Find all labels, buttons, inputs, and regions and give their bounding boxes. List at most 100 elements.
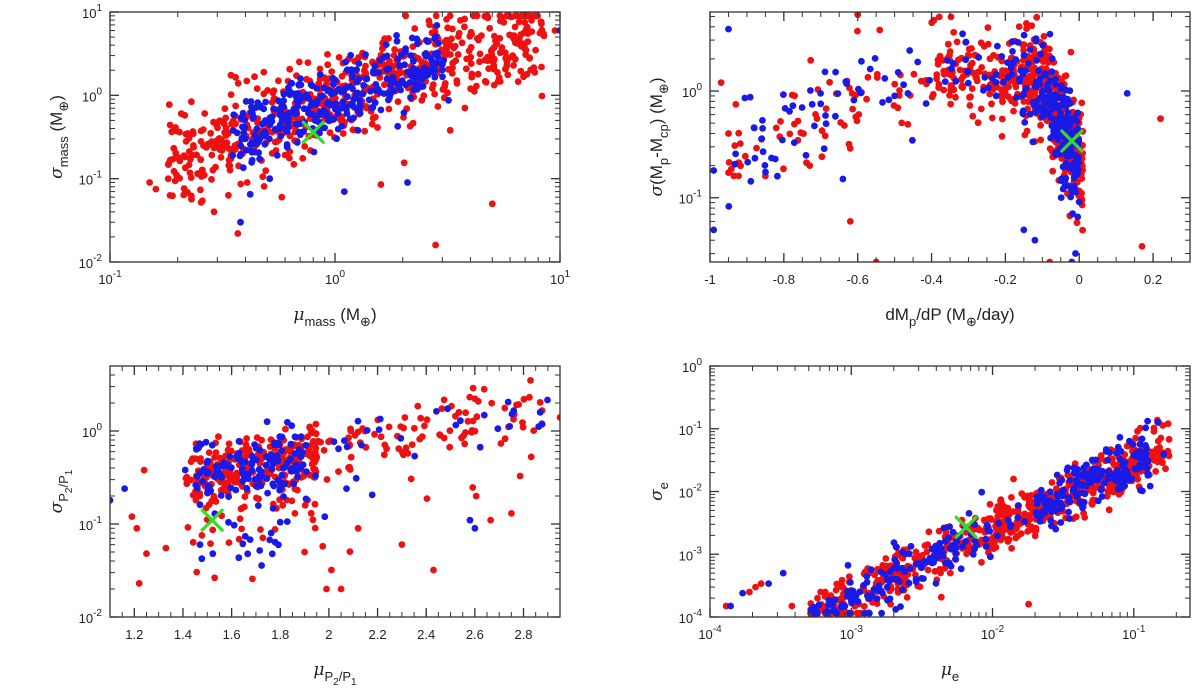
- point-red: [1162, 465, 1169, 473]
- point-blue: [1041, 111, 1049, 119]
- point-red: [508, 32, 516, 39]
- point-blue: [1048, 522, 1055, 530]
- point-red: [1023, 20, 1030, 27]
- point-red: [502, 55, 510, 62]
- point-blue: [817, 100, 825, 108]
- major-ticks: [110, 366, 560, 618]
- point-red: [998, 133, 1006, 140]
- minor-ticks: [110, 12, 560, 262]
- point-red: [838, 576, 846, 584]
- point-red: [469, 417, 477, 425]
- point-blue: [343, 443, 351, 451]
- point-red: [201, 110, 209, 117]
- point-blue: [1134, 448, 1142, 456]
- point-red: [519, 419, 526, 426]
- point-red: [411, 424, 418, 432]
- point-blue: [844, 561, 852, 569]
- point-red: [725, 159, 733, 166]
- point-red: [937, 593, 945, 601]
- point-blue: [948, 65, 955, 73]
- point-blue: [253, 125, 261, 133]
- point-red: [467, 28, 475, 36]
- point-blue: [1048, 122, 1056, 130]
- point-blue: [368, 491, 376, 499]
- point-red: [1031, 89, 1039, 97]
- point-red: [292, 455, 299, 463]
- point-blue: [251, 131, 259, 139]
- point-red: [215, 433, 222, 440]
- point-blue: [843, 593, 851, 600]
- point-blue: [1008, 71, 1016, 78]
- point-blue: [830, 606, 838, 613]
- point-blue: [959, 543, 967, 550]
- point-blue: [744, 158, 752, 166]
- point-blue: [1097, 472, 1105, 480]
- point-blue: [271, 125, 279, 133]
- y-tick-label: 10-1: [679, 420, 703, 438]
- point-red: [237, 180, 245, 188]
- point-red: [189, 128, 197, 135]
- point-blue: [371, 62, 379, 70]
- point-blue: [410, 86, 418, 93]
- point-blue: [1057, 85, 1065, 93]
- point-red: [374, 124, 381, 131]
- point-blue: [847, 579, 854, 586]
- point-red: [1011, 100, 1019, 107]
- point-red: [968, 59, 976, 67]
- point-red: [476, 58, 483, 66]
- point-red: [400, 424, 407, 432]
- point-red: [818, 153, 826, 161]
- point-red: [209, 166, 217, 174]
- point-blue: [110, 496, 114, 504]
- point-blue: [408, 34, 416, 42]
- point-red: [1009, 508, 1017, 515]
- point-blue: [1026, 46, 1034, 53]
- x-tick-label: 10-4: [698, 624, 722, 642]
- point-blue: [868, 592, 876, 599]
- x-tick-label: -0.6: [846, 272, 868, 287]
- point-red: [516, 472, 524, 480]
- point-blue: [228, 464, 235, 471]
- point-blue: [439, 61, 446, 68]
- point-red: [522, 46, 530, 54]
- point-blue: [725, 25, 732, 33]
- point-blue: [326, 101, 334, 109]
- point-blue: [885, 96, 893, 104]
- point-blue: [918, 575, 925, 582]
- y-tick-label: 10-1: [79, 515, 103, 533]
- point-blue: [1113, 450, 1121, 457]
- point-blue: [422, 37, 430, 44]
- point-red: [772, 124, 780, 132]
- point-blue: [1015, 502, 1022, 509]
- point-blue: [1074, 213, 1082, 221]
- point-red: [941, 564, 949, 572]
- point-blue: [393, 37, 401, 45]
- point-blue: [244, 550, 252, 558]
- point-blue: [242, 98, 250, 105]
- point-red: [190, 143, 198, 151]
- point-blue: [1046, 30, 1054, 38]
- point-blue: [747, 177, 755, 185]
- point-blue: [245, 475, 252, 483]
- point-blue: [335, 445, 342, 453]
- point-red: [978, 558, 985, 566]
- point-blue: [232, 486, 240, 494]
- point-blue: [761, 162, 769, 169]
- point-red: [128, 513, 136, 520]
- point-blue: [1064, 109, 1072, 116]
- point-blue: [1046, 77, 1054, 84]
- point-red: [952, 93, 959, 101]
- point-red: [807, 56, 815, 64]
- point-blue: [235, 554, 243, 562]
- point-blue: [376, 415, 384, 423]
- point-blue: [240, 129, 248, 137]
- point-red: [882, 555, 890, 562]
- point-blue: [383, 75, 391, 83]
- point-red: [1157, 115, 1164, 123]
- point-red: [407, 475, 415, 483]
- point-blue: [808, 100, 816, 108]
- point-blue: [1045, 100, 1053, 107]
- point-red: [735, 129, 743, 137]
- point-red: [933, 71, 941, 79]
- y-tick-label: 10-2: [79, 253, 103, 271]
